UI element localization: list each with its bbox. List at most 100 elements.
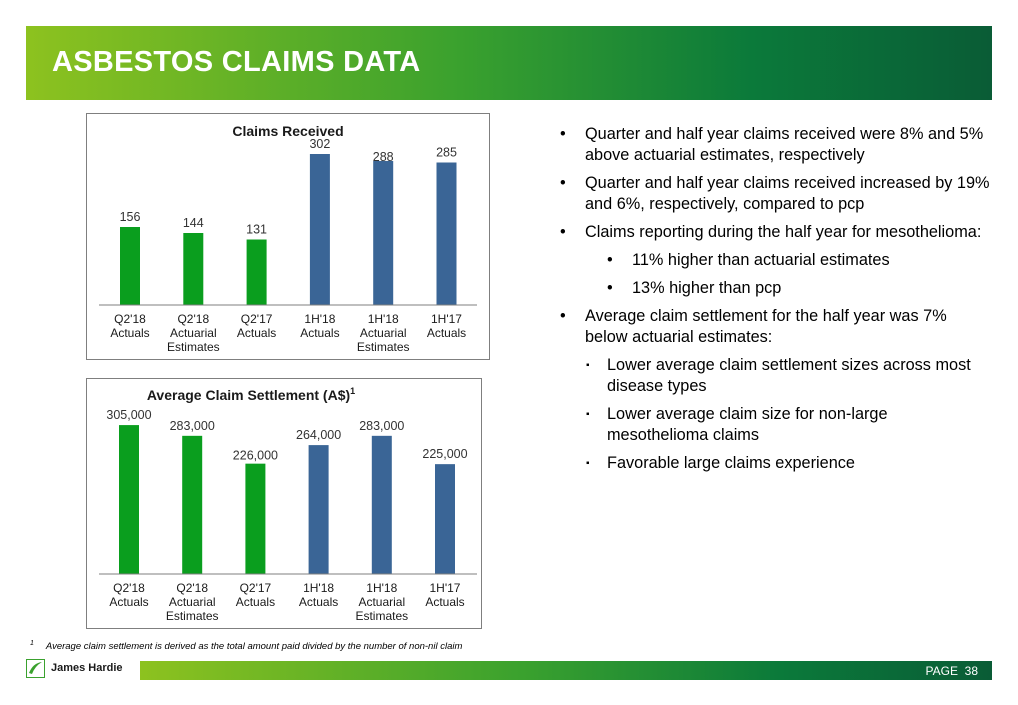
bullet-mark: ▪ bbox=[586, 360, 590, 371]
category-label-line: Actuarial bbox=[170, 326, 217, 340]
footnote: 1 Average claim settlement is derived as … bbox=[30, 640, 462, 652]
bar bbox=[373, 161, 394, 305]
data-label: 156 bbox=[120, 210, 141, 224]
bullet-item: • Claims reporting during the half year f… bbox=[560, 222, 992, 243]
page-number-value: 38 bbox=[964, 664, 978, 678]
category-label-line: 1H'18 bbox=[303, 581, 334, 595]
bullet-mark: • bbox=[560, 125, 566, 143]
bullet-mark: • bbox=[607, 251, 613, 269]
data-label: 283,000 bbox=[359, 419, 404, 433]
category-label-line: Actuals bbox=[427, 326, 466, 340]
category-label: 1H'18 Actuarial Estimates bbox=[357, 312, 410, 354]
data-label: 264,000 bbox=[296, 428, 341, 442]
data-label: 288 bbox=[373, 150, 394, 164]
bar bbox=[309, 154, 330, 305]
category-label: Q2'18 Actuarial Estimates bbox=[166, 581, 219, 623]
bullet-item: • Quarter and half year claims received w… bbox=[560, 124, 992, 166]
data-label: 283,000 bbox=[170, 419, 215, 433]
average-claim-settlement-chart: Average Claim Settlement (A$)1 305,000 Q2'… bbox=[99, 386, 477, 623]
data-label: 131 bbox=[246, 223, 267, 237]
category-label-line: Actuals bbox=[237, 326, 276, 340]
chart-title: Claims Received bbox=[232, 123, 343, 139]
category-label-line: 1H'18 bbox=[366, 581, 397, 595]
category-label: Q2'18 Actuarial Estimates bbox=[167, 312, 220, 354]
footnote-text: Average claim settlement is derived as t… bbox=[45, 641, 463, 653]
category-label-line: Actuals bbox=[236, 595, 275, 609]
footer-bar: PAGE 38 bbox=[140, 661, 992, 680]
category-label-line: Q2'17 bbox=[241, 312, 273, 326]
bullet-item: • Average claim settlement for the half y… bbox=[560, 306, 992, 348]
bullet-text: Lower average claim size for non-large m… bbox=[607, 405, 888, 444]
bullet-mark: • bbox=[607, 279, 613, 297]
chart-title-text: Claims Received bbox=[232, 123, 343, 139]
bar bbox=[183, 233, 204, 305]
bullet-mark: • bbox=[560, 307, 566, 325]
data-label: 225,000 bbox=[422, 447, 467, 461]
category-label: 1H'17 Actuals bbox=[427, 312, 466, 340]
category-label-line: 1H'17 bbox=[430, 581, 461, 595]
page-label: PAGE bbox=[925, 664, 958, 678]
category-label-line: Q2'18 bbox=[114, 312, 146, 326]
claims-received-chart-panel: Claims Received 156 Q2'18 Actuals 144 Q2'18 Ac… bbox=[86, 113, 490, 360]
commentary-bullets: • Quarter and half year claims received w… bbox=[560, 124, 992, 481]
category-label-line: Q2'18 bbox=[177, 312, 209, 326]
category-label-line: Actuarial bbox=[169, 595, 216, 609]
footnote-marker: 1 bbox=[30, 640, 34, 647]
bar bbox=[436, 162, 457, 305]
category-label-line: Actuals bbox=[425, 595, 464, 609]
category-label: 1H'18 Actuarial Estimates bbox=[355, 581, 408, 623]
bullet-mark: • bbox=[560, 223, 566, 241]
bullet-text: Quarter and half year claims received in… bbox=[585, 174, 990, 213]
category-label-line: Estimates bbox=[357, 340, 410, 354]
category-label-line: Actuarial bbox=[360, 326, 407, 340]
category-label-line: Q2'18 bbox=[176, 581, 208, 595]
bullet-text: 13% higher than pcp bbox=[632, 279, 782, 297]
category-label: Q2'17 Actuals bbox=[237, 312, 276, 340]
logo-text: James Hardie bbox=[51, 662, 123, 674]
category-label: 1H'18 Actuals bbox=[300, 312, 339, 340]
category-label-line: Actuals bbox=[109, 595, 148, 609]
bar bbox=[119, 425, 139, 574]
bar bbox=[120, 227, 140, 305]
category-label-line: Actuarial bbox=[358, 595, 405, 609]
category-label-line: Estimates bbox=[166, 609, 219, 623]
category-label-line: 1H'17 bbox=[431, 312, 462, 326]
bar bbox=[371, 435, 392, 574]
category-label: Q2'18 Actuals bbox=[110, 312, 149, 340]
bar bbox=[308, 445, 329, 574]
category-label-line: 1H'18 bbox=[304, 312, 335, 326]
bullet-text: Favorable large claims experience bbox=[607, 454, 855, 472]
category-label-line: 1H'18 bbox=[368, 312, 399, 326]
bullet-item: • 13% higher than pcp bbox=[560, 278, 992, 299]
chart-title-superscript: 1 bbox=[350, 386, 355, 396]
page-title: ASBESTOS CLAIMS DATA bbox=[52, 46, 421, 78]
category-label: 1H'17 Actuals bbox=[425, 581, 464, 609]
bullet-item: ▪ Lower average claim settlement sizes ac… bbox=[560, 355, 992, 397]
bullet-text: Lower average claim settlement sizes acr… bbox=[607, 356, 971, 395]
bullet-item: ▪ Lower average claim size for non-large … bbox=[560, 404, 992, 446]
category-label: Q2'18 Actuals bbox=[109, 581, 148, 609]
bullet-text: Average claim settlement for the half ye… bbox=[585, 307, 947, 346]
category-label-line: Actuals bbox=[110, 326, 149, 340]
category-label: 1H'18 Actuals bbox=[299, 581, 338, 609]
data-label: 305,000 bbox=[106, 408, 151, 422]
data-label: 285 bbox=[436, 146, 457, 160]
bar bbox=[245, 463, 266, 574]
category-label-line: Estimates bbox=[167, 340, 220, 354]
bullet-text: Quarter and half year claims received we… bbox=[585, 125, 984, 164]
logo-mark-icon bbox=[26, 659, 45, 678]
chart-title-text: Average Claim Settlement (A$) bbox=[147, 387, 350, 403]
average-claim-settlement-chart-panel: Average Claim Settlement (A$)1 305,000 Q2'… bbox=[86, 378, 482, 629]
data-label: 302 bbox=[309, 137, 330, 151]
bar bbox=[182, 435, 203, 574]
category-label: Q2'17 Actuals bbox=[236, 581, 275, 609]
page-number: PAGE 38 bbox=[926, 664, 979, 678]
bullet-item: ▪ Favorable large claims experience bbox=[560, 453, 992, 474]
bullet-mark: ▪ bbox=[586, 458, 590, 469]
data-label: 226,000 bbox=[233, 449, 278, 463]
company-logo: James Hardie bbox=[26, 658, 136, 680]
category-label-line: Actuals bbox=[299, 595, 338, 609]
bullet-text: 11% higher than actuarial estimates bbox=[632, 251, 890, 269]
bullet-mark: • bbox=[560, 174, 566, 192]
